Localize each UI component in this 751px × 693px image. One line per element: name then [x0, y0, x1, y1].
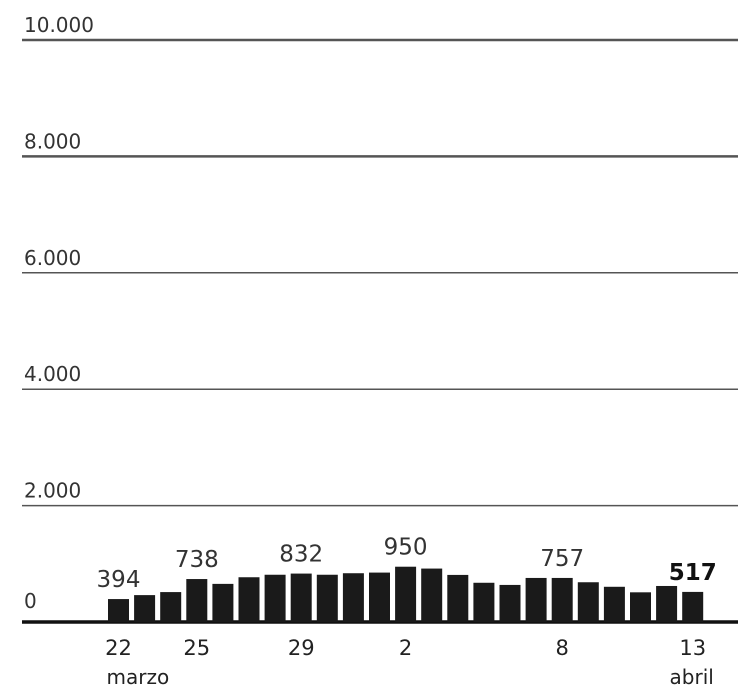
data-label: 517 — [669, 560, 717, 586]
x-tick-label: 2 — [399, 636, 412, 660]
bar-25 — [186, 579, 208, 622]
bar-8 — [551, 577, 573, 622]
bar-23 — [134, 595, 156, 622]
bar-5 — [473, 582, 495, 622]
month-labels: marzo abril — [107, 665, 714, 689]
y-tick-labels: 10.000 8.000 6.000 4.000 2.000 0 — [24, 13, 94, 613]
bar-22 — [108, 599, 129, 622]
data-label: 738 — [175, 547, 219, 573]
data-labels: 394 738 832 950 757 517 — [97, 535, 717, 593]
bar-6 — [499, 584, 521, 622]
data-label: 950 — [384, 535, 428, 561]
x-tick-label: 25 — [183, 636, 210, 660]
x-tick-label: 8 — [556, 636, 569, 660]
bar-9 — [577, 582, 599, 622]
bar-11 — [630, 592, 651, 622]
y-tick-label: 8.000 — [24, 129, 81, 153]
bar-12 — [656, 585, 678, 622]
x-tick-labels: 22 25 29 2 8 13 — [105, 636, 706, 660]
data-label: 832 — [279, 542, 323, 568]
x-tick-label: 29 — [288, 636, 315, 660]
y-tick-label: 4.000 — [24, 362, 81, 386]
bar-27 — [238, 577, 260, 622]
month-label: abril — [670, 665, 714, 689]
y-tick-label: 2.000 — [24, 479, 81, 503]
y-tick-label: 0 — [24, 589, 37, 613]
bar-series — [108, 566, 704, 622]
bar-29 — [290, 573, 312, 622]
bar-24 — [160, 592, 182, 622]
bar-31 — [342, 573, 364, 622]
x-tick-label: 22 — [105, 636, 132, 660]
bar-1 — [369, 572, 390, 622]
bar-4 — [447, 574, 469, 622]
bar-3 — [421, 568, 443, 622]
y-tick-label: 10.000 — [24, 13, 94, 37]
month-label: marzo — [107, 665, 170, 689]
bar-30 — [316, 574, 338, 622]
data-label: 394 — [97, 567, 141, 593]
bar-26 — [212, 583, 234, 622]
bar-2 — [395, 566, 417, 622]
bar-28 — [264, 574, 286, 622]
bar-13 — [682, 591, 704, 622]
bar-7 — [525, 577, 547, 622]
y-tick-label: 6.000 — [24, 246, 81, 270]
y-gridlines — [22, 38, 738, 624]
bar-10 — [603, 586, 625, 622]
x-tick-label: 13 — [679, 636, 706, 660]
data-label: 757 — [540, 546, 584, 572]
